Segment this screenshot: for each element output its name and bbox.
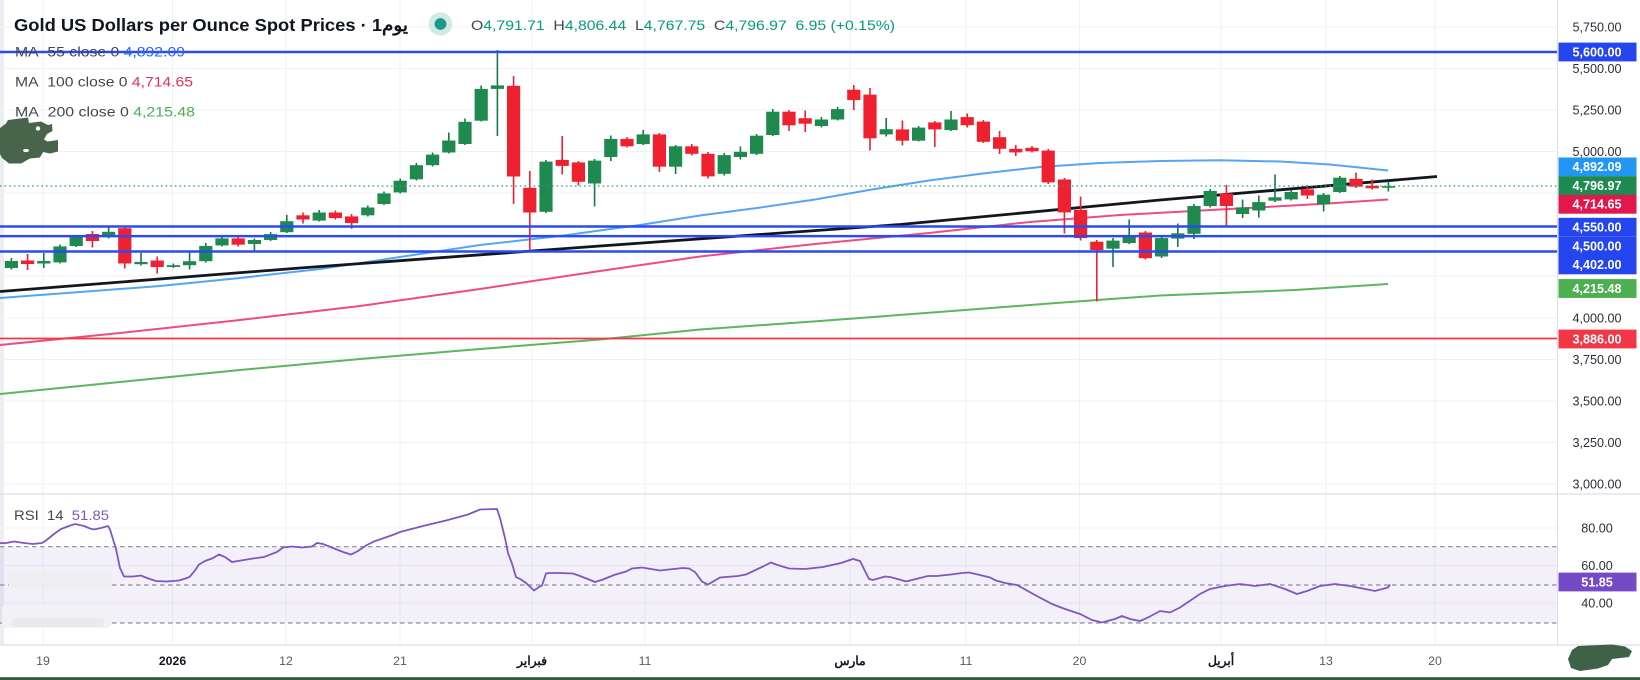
svg-text:أبريل: أبريل bbox=[1208, 653, 1234, 669]
svg-text:20: 20 bbox=[1428, 654, 1442, 668]
svg-text:4,500.00: 4,500.00 bbox=[1572, 239, 1621, 253]
svg-text:5,000.00: 5,000.00 bbox=[1572, 145, 1621, 159]
svg-text:5,750.00: 5,750.00 bbox=[1572, 20, 1621, 34]
svg-text:51.85: 51.85 bbox=[1581, 575, 1613, 589]
svg-text:2026: 2026 bbox=[159, 654, 187, 668]
svg-text:4,550.00: 4,550.00 bbox=[1572, 221, 1621, 235]
svg-text:O4,791.71 H4,806.44 L4,767.7: O4,791.71 H4,806.44 L4,767.75 C4,796.97 … bbox=[471, 17, 895, 33]
svg-text:4,892.09: 4,892.09 bbox=[1572, 160, 1621, 174]
svg-text:MA 200 close 0 4,215.48: MA 200 close 0 4,215.48 bbox=[15, 105, 195, 120]
svg-text:5,250.00: 5,250.00 bbox=[1572, 103, 1621, 117]
svg-text:مارس: مارس bbox=[834, 654, 865, 669]
svg-text:3,886.00: 3,886.00 bbox=[1572, 332, 1621, 346]
svg-text:11: 11 bbox=[960, 654, 973, 668]
svg-text:4,402.00: 4,402.00 bbox=[1572, 258, 1621, 272]
svg-text:13: 13 bbox=[1319, 654, 1333, 668]
svg-text:4,714.65: 4,714.65 bbox=[1572, 198, 1621, 212]
svg-text:3,500.00: 3,500.00 bbox=[1572, 394, 1621, 408]
svg-text:RSI 14 51.85: RSI 14 51.85 bbox=[14, 508, 109, 523]
svg-text:5,500.00: 5,500.00 bbox=[1572, 62, 1621, 76]
svg-text:80.00: 80.00 bbox=[1581, 521, 1613, 535]
svg-text:3,250.00: 3,250.00 bbox=[1572, 436, 1621, 450]
svg-text:20: 20 bbox=[1073, 654, 1087, 668]
svg-text:19: 19 bbox=[36, 654, 50, 668]
svg-text:21: 21 bbox=[393, 654, 407, 668]
svg-text:4,215.48: 4,215.48 bbox=[1572, 282, 1621, 296]
svg-text:MA 55 close 0 4,892.09: MA 55 close 0 4,892.09 bbox=[15, 45, 185, 60]
svg-text:Gold US Dollars per Ounce Spot: Gold US Dollars per Ounce Spot Prices · … bbox=[14, 15, 408, 36]
svg-text:4,796.97: 4,796.97 bbox=[1572, 179, 1621, 193]
svg-text:فبراير: فبراير bbox=[516, 654, 547, 669]
svg-text:5,600.00: 5,600.00 bbox=[1572, 45, 1621, 59]
svg-text:12: 12 bbox=[279, 654, 293, 668]
svg-text:3,000.00: 3,000.00 bbox=[1572, 477, 1621, 491]
svg-text:40.00: 40.00 bbox=[1581, 596, 1613, 610]
svg-text:4,000.00: 4,000.00 bbox=[1572, 311, 1621, 325]
svg-text:11: 11 bbox=[639, 654, 652, 668]
svg-text:60.00: 60.00 bbox=[1581, 559, 1613, 573]
svg-text:MA 100 close 0 4,714.65: MA 100 close 0 4,714.65 bbox=[15, 75, 193, 90]
svg-text:3,750.00: 3,750.00 bbox=[1572, 353, 1621, 367]
